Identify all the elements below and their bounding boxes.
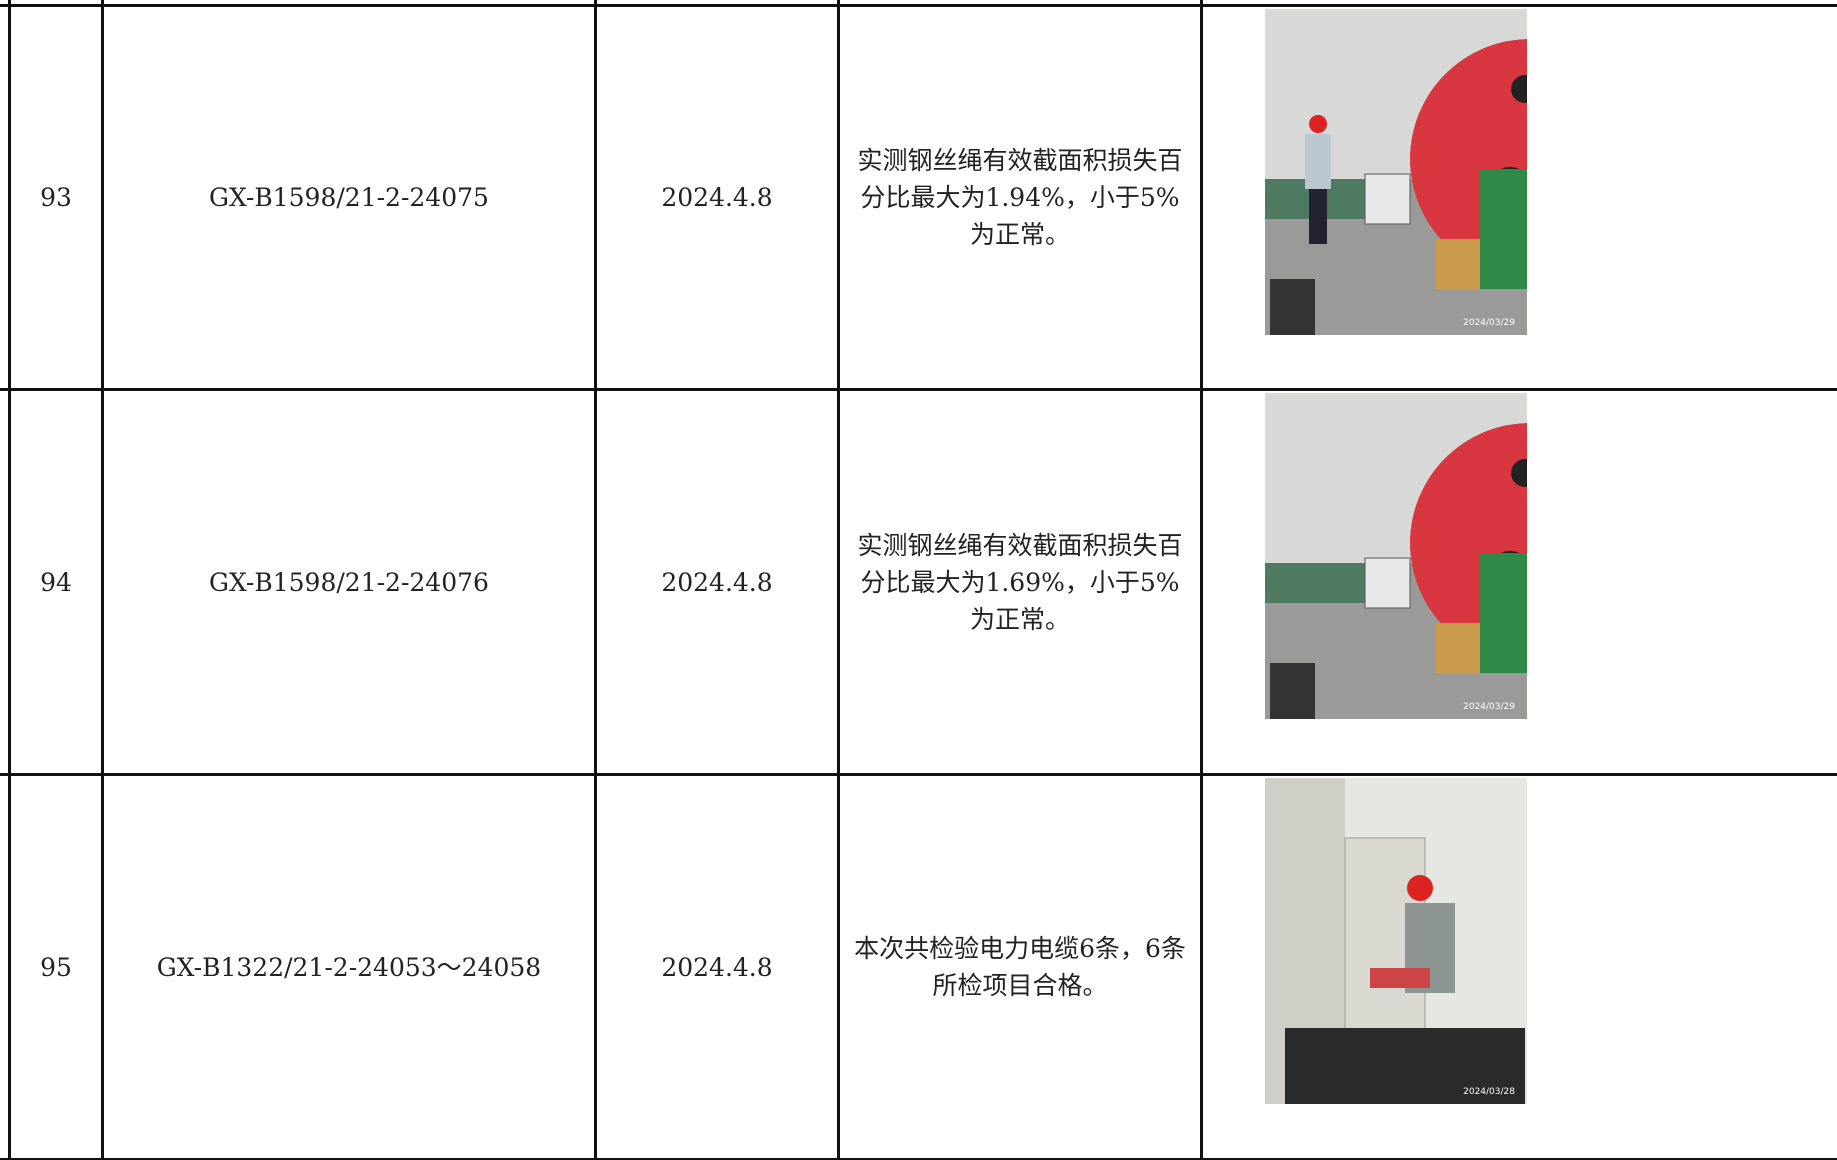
table-cell: 94 bbox=[40, 567, 72, 597]
column-border bbox=[594, 0, 597, 1160]
table-cell: 95 bbox=[40, 952, 72, 982]
table-cell: 本次共检验电力电缆6条，6条所检项目合格。 bbox=[854, 934, 1186, 1000]
photo-date-stamp: 2024/03/29 bbox=[1463, 318, 1515, 328]
column-border bbox=[837, 0, 840, 1160]
row-border bbox=[0, 388, 1837, 391]
table-cell: GX-B1322/21-2-24053～24058 bbox=[156, 952, 542, 982]
table-cell: GX-B1598/21-2-24075 bbox=[209, 183, 489, 212]
photo-date-stamp: 2024/03/28 bbox=[1463, 1087, 1515, 1097]
photo-date-stamp: 2024/03/29 bbox=[1463, 702, 1515, 712]
inspection-photo: 2024/03/29 bbox=[1265, 9, 1527, 335]
column-border bbox=[8, 0, 11, 1160]
table-cell: 实测钢丝绳有效截面积损失百分比最大为1.69%，小于5%为正常。 bbox=[857, 530, 1183, 634]
table-cell: 93 bbox=[40, 183, 72, 212]
table-cell: 2024.4.8 bbox=[661, 567, 773, 597]
row-border bbox=[0, 4, 1837, 7]
row-border bbox=[0, 1158, 1837, 1160]
table-cell: GX-B1598/21-2-24076 bbox=[209, 567, 489, 597]
table-cell: 2024.4.8 bbox=[661, 183, 773, 212]
row-border bbox=[0, 773, 1837, 776]
column-border bbox=[1200, 0, 1203, 1160]
table-cell: 实测钢丝绳有效截面积损失百分比最大为1.94%，小于5%为正常。 bbox=[857, 146, 1183, 249]
table-cell: 2024.4.8 bbox=[661, 952, 773, 982]
inspection-photo: 2024/03/28 bbox=[1265, 778, 1527, 1104]
column-border bbox=[101, 0, 104, 1160]
inspection-photo: 2024/03/29 bbox=[1265, 393, 1527, 719]
